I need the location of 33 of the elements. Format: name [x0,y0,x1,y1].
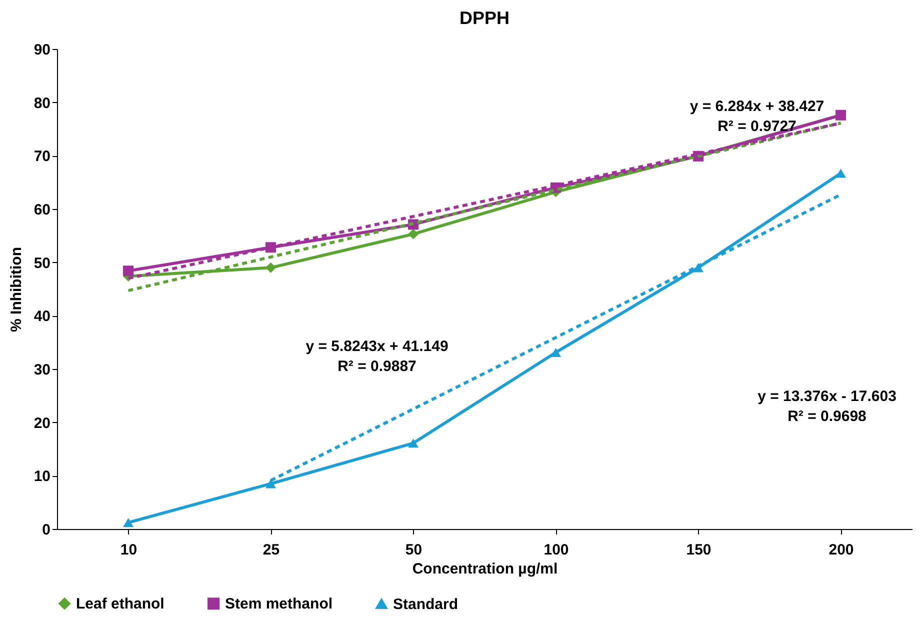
x-tick-label: 10 [120,542,138,558]
annotation: y = 13.376x - 17.603 R² = 0.9698 [758,388,896,425]
y-tick-label: 90 [34,42,50,58]
x-axis-title: Concentration µg/ml [412,560,558,578]
y-tick-label: 70 [34,148,50,166]
x-tick-label: 200 [828,542,854,558]
x-tick-label: 50 [405,542,422,558]
y-tick-label: 30 [34,362,50,378]
y-tick-label: 80 [34,94,50,112]
y-tick-label: 20 [34,414,50,432]
point [123,266,134,276]
point [408,228,418,240]
point [550,348,561,358]
x-tick-label: 25 [262,542,280,558]
annotation: y = 5.8243x + 41.149 R² = 0.9887 [306,338,448,375]
legend-label: Stem methanol [225,596,333,613]
point [266,479,276,488]
legend-label: Standard [393,596,458,613]
point [123,518,134,528]
y-tick-label: 50 [34,254,50,272]
point [408,438,418,448]
y-tick-label: 60 [34,202,50,218]
y-tick-label: 10 [34,468,50,486]
y-tick-label: 40 [34,308,50,326]
y-axis-title: % Inhibition [8,247,25,332]
annotation: y = 6.284x + 38.427 R² = 0.9727 [690,98,824,135]
x-tick-label: 150 [686,542,712,558]
point [836,168,846,178]
y-tick-label: 0 [42,522,50,538]
chart-title: DPPH [459,8,510,28]
point [266,262,276,273]
x-tick-label: 100 [544,542,569,558]
legend-label: Leaf ethanol [76,596,164,613]
